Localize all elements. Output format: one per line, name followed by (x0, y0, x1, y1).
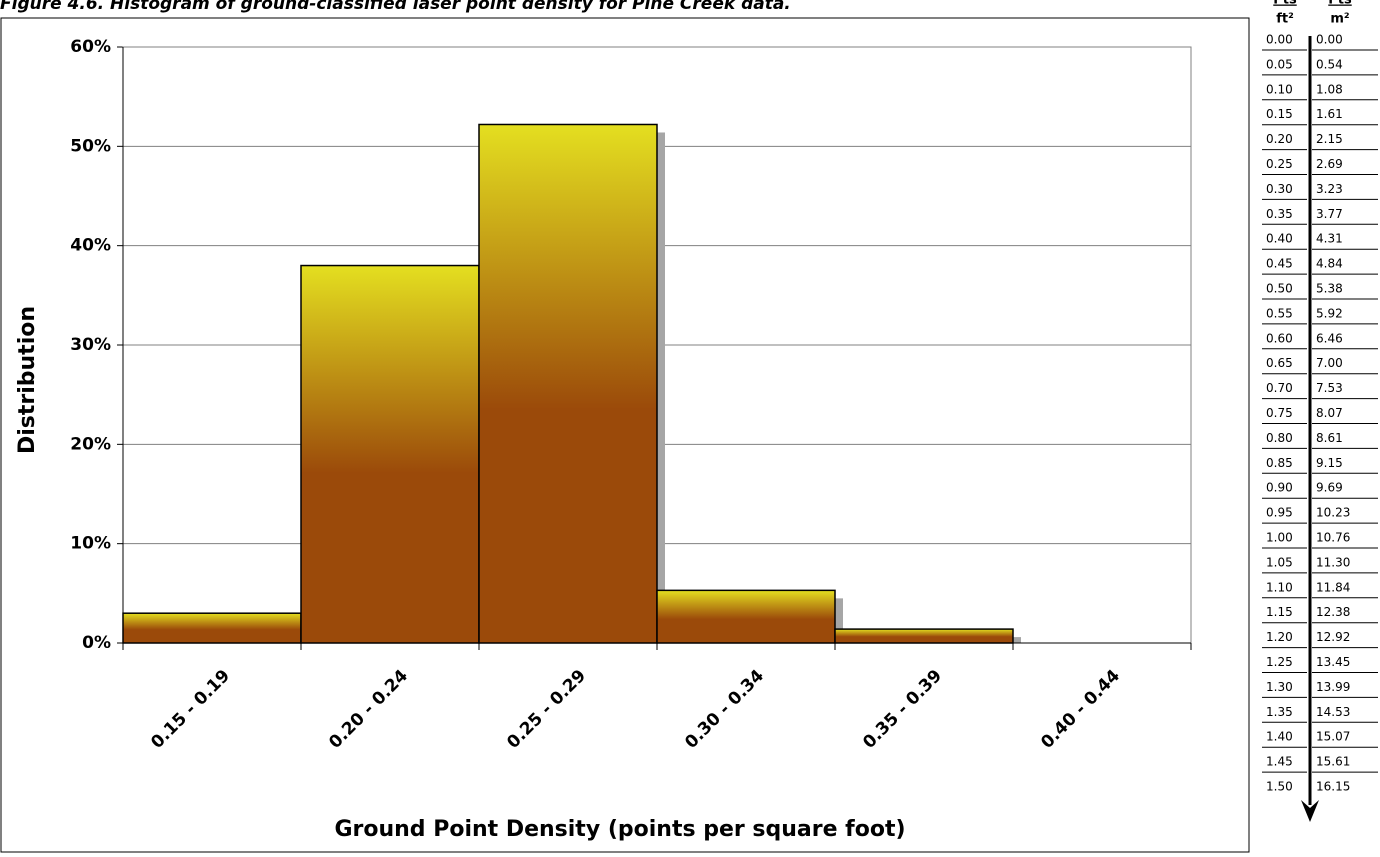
table-cell: 1.15 (1266, 605, 1293, 619)
table-cell: 12.92 (1316, 630, 1350, 644)
chart-frame (0, 17, 1250, 853)
x-axis-title: Ground Point Density (points per square … (334, 817, 905, 842)
table-cell: 1.45 (1266, 755, 1293, 769)
table-cell: 15.61 (1316, 755, 1350, 769)
table-cell: 7.53 (1316, 381, 1343, 395)
table-cell: 11.84 (1316, 580, 1350, 594)
table-cell: 5.92 (1316, 306, 1343, 320)
x-tick-label: 0.35 - 0.39 (859, 666, 946, 753)
table-cell: 10.76 (1316, 531, 1350, 545)
table-cell: 1.40 (1266, 730, 1293, 744)
table-cell: 5.38 (1316, 282, 1343, 296)
table-cell: 0.00 (1316, 33, 1343, 47)
y-tick-label: 0% (82, 633, 111, 653)
x-tick-label: 0.15 - 0.19 (147, 666, 234, 753)
figure-title: Figure 4.6. Histogram of ground-classifi… (0, 0, 791, 14)
column-header: Pts (1328, 0, 1352, 8)
table-cell: 7.00 (1316, 356, 1343, 370)
table-cell: 0.45 (1266, 257, 1293, 271)
column-unit: ft² (1276, 12, 1294, 27)
table-cell: 0.50 (1266, 282, 1293, 296)
table-cell: 1.08 (1316, 82, 1343, 96)
table-cell: 2.69 (1316, 157, 1343, 171)
table-cell: 14.53 (1316, 705, 1350, 719)
bar (656, 589, 836, 644)
table-cell: 1.00 (1266, 531, 1293, 545)
table-cell: 3.77 (1316, 207, 1343, 221)
table-cell: 1.05 (1266, 555, 1293, 569)
table-cell: 0.30 (1266, 182, 1293, 196)
table-cell: 16.15 (1316, 780, 1350, 794)
table-cell: 0.90 (1266, 481, 1293, 495)
table-cell: 8.07 (1316, 406, 1343, 420)
table-cell: 0.05 (1266, 57, 1293, 71)
x-tick-label: 0.30 - 0.34 (681, 666, 768, 753)
table-cell: 0.95 (1266, 506, 1293, 520)
table-cell: 0.25 (1266, 157, 1293, 171)
table-cell: 12.38 (1316, 605, 1350, 619)
x-tick-label: 0.20 - 0.24 (325, 666, 412, 753)
bar (300, 264, 480, 644)
table-cell: 9.15 (1316, 456, 1343, 470)
table-cell: 0.75 (1266, 406, 1293, 420)
bar (834, 628, 1014, 644)
y-tick-label: 30% (70, 335, 111, 355)
table-cell: 1.61 (1316, 107, 1343, 121)
table-cell: 0.80 (1266, 431, 1293, 445)
table-cell: 0.60 (1266, 331, 1293, 345)
table-cell: 15.07 (1316, 730, 1350, 744)
bar (478, 123, 658, 644)
y-tick-label: 20% (70, 434, 111, 454)
table-cell: 1.50 (1266, 780, 1293, 794)
y-axis-title: Distribution (15, 306, 40, 454)
conversion-table: Pts ft² Pts m² 0.00 0.00 0.05 0.54 0.10 1.08 0.15 1… (1262, 0, 1378, 822)
table-cell: 0.85 (1266, 456, 1293, 470)
table-cell: 4.31 (1316, 232, 1343, 246)
table-cell: 3.23 (1316, 182, 1343, 196)
plot: 0% 10% 20% 30% 40% 50% 60% 0.15 - 0.19 0.20 - 0.… (70, 37, 1192, 753)
table-cell: 0.20 (1266, 132, 1293, 146)
table-cell: 10.23 (1316, 506, 1350, 520)
y-tick-label: 60% (70, 37, 111, 57)
table-cell: 2.15 (1316, 132, 1343, 146)
x-tick-label: 0.25 - 0.29 (503, 666, 590, 753)
y-tick-label: 10% (70, 534, 111, 554)
table-cell: 11.30 (1316, 555, 1350, 569)
table-cell: 9.69 (1316, 481, 1343, 495)
arrow-head (1301, 800, 1319, 822)
table-cell: 1.20 (1266, 630, 1293, 644)
table-cell: 8.61 (1316, 431, 1343, 445)
table-cell: 0.00 (1266, 33, 1293, 47)
y-tick-label: 50% (70, 136, 111, 156)
column-unit: m² (1330, 12, 1349, 27)
x-tick-label: 0.40 - 0.44 (1037, 666, 1124, 753)
bar (122, 612, 302, 644)
table-cell: 1.30 (1266, 680, 1293, 694)
table-cell: 13.45 (1316, 655, 1350, 669)
table-cell: 0.10 (1266, 82, 1293, 96)
table-cell: 0.65 (1266, 356, 1293, 370)
table-cell: 4.84 (1316, 257, 1343, 271)
table-cell: 6.46 (1316, 331, 1343, 345)
table-cell: 0.54 (1316, 57, 1343, 71)
column-header: Pts (1273, 0, 1297, 8)
table-cell: 0.40 (1266, 232, 1293, 246)
table-cell: 1.35 (1266, 705, 1293, 719)
table-cell: 1.10 (1266, 580, 1293, 594)
table-cell: 0.35 (1266, 207, 1293, 221)
table-cell: 0.70 (1266, 381, 1293, 395)
table-cell: 1.25 (1266, 655, 1293, 669)
table-cell: 0.55 (1266, 306, 1293, 320)
table-cell: 0.15 (1266, 107, 1293, 121)
table-cell: 13.99 (1316, 680, 1350, 694)
y-tick-label: 40% (70, 236, 111, 256)
